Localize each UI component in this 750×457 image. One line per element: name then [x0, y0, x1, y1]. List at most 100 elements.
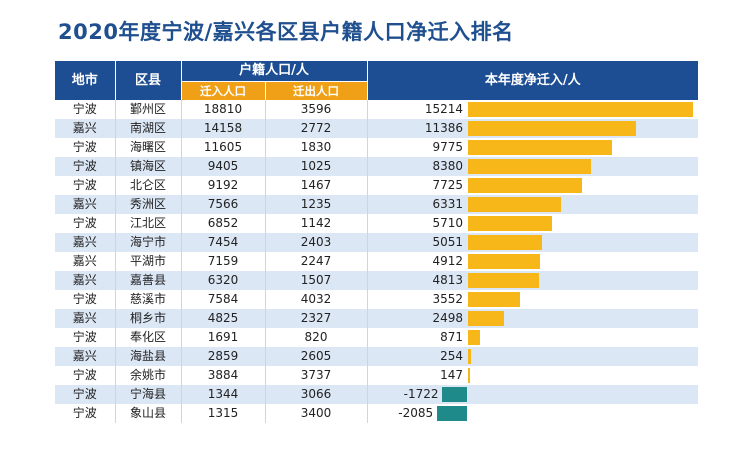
- out-cell: 1507: [265, 271, 368, 290]
- out-cell: 3596: [265, 100, 368, 119]
- net-value-label: 2498: [432, 311, 463, 325]
- district-cell: 宁海县: [115, 385, 182, 404]
- table-row: 嘉兴 嘉善县 6320 1507 4813: [55, 271, 698, 290]
- table-row: 宁波 镇海区 9405 1025 8380: [55, 157, 698, 176]
- out-cell: 1467: [265, 176, 368, 195]
- net-cell: 4813: [367, 271, 698, 290]
- city-cell: 宁波: [55, 385, 116, 404]
- net-bar: [467, 273, 539, 288]
- net-value-label: -1722: [403, 387, 439, 401]
- net-cell: 15214: [367, 100, 698, 119]
- net-bar: [467, 121, 636, 136]
- net-bar: [467, 197, 562, 212]
- city-cell: 嘉兴: [55, 119, 116, 138]
- in-cell: 2859: [181, 347, 266, 366]
- district-cell: 镇海区: [115, 157, 182, 176]
- table-row: 宁波 宁海县 1344 3066 -1722: [55, 385, 698, 404]
- out-cell: 2772: [265, 119, 368, 138]
- district-cell: 奉化区: [115, 328, 182, 347]
- out-cell: 3400: [265, 404, 368, 423]
- net-value-label: 3552: [432, 292, 463, 306]
- city-cell: 宁波: [55, 366, 116, 385]
- table-row: 嘉兴 海宁市 7454 2403 5051: [55, 233, 698, 252]
- net-value-label: 9775: [432, 140, 463, 154]
- table-row: 宁波 北仑区 9192 1467 7725: [55, 176, 698, 195]
- header-in: 迁入人口: [181, 81, 266, 100]
- district-cell: 桐乡市: [115, 309, 182, 328]
- in-cell: 9405: [181, 157, 266, 176]
- net-value-label: 4813: [432, 273, 463, 287]
- in-cell: 6320: [181, 271, 266, 290]
- net-cell: 7725: [367, 176, 698, 195]
- in-cell: 1315: [181, 404, 266, 423]
- district-cell: 海盐县: [115, 347, 182, 366]
- net-cell: 6331: [367, 195, 698, 214]
- net-value-label: 6331: [432, 197, 463, 211]
- net-bar: [467, 311, 505, 326]
- net-bar: [442, 387, 468, 402]
- out-cell: 3737: [265, 366, 368, 385]
- city-cell: 宁波: [55, 214, 116, 233]
- net-bar: [467, 349, 472, 364]
- city-cell: 宁波: [55, 100, 116, 119]
- table-row: 嘉兴 桐乡市 4825 2327 2498: [55, 309, 698, 328]
- net-bar: [467, 368, 470, 383]
- in-cell: 3884: [181, 366, 266, 385]
- header-registered: 户籍人口/人: [181, 61, 368, 82]
- net-value-label: 5051: [432, 235, 463, 249]
- city-cell: 宁波: [55, 290, 116, 309]
- table-row: 宁波 慈溪市 7584 4032 3552: [55, 290, 698, 309]
- in-cell: 6852: [181, 214, 266, 233]
- net-cell: 4912: [367, 252, 698, 271]
- district-cell: 江北区: [115, 214, 182, 233]
- in-cell: 4825: [181, 309, 266, 328]
- net-cell: 11386: [367, 119, 698, 138]
- header-city: 地市: [55, 61, 116, 100]
- city-cell: 宁波: [55, 176, 116, 195]
- net-cell: -1722: [367, 385, 698, 404]
- city-cell: 嘉兴: [55, 195, 116, 214]
- net-bar: [467, 102, 693, 117]
- city-cell: 嘉兴: [55, 233, 116, 252]
- net-cell: 9775: [367, 138, 698, 157]
- in-cell: 7159: [181, 252, 266, 271]
- out-cell: 1142: [265, 214, 368, 233]
- table-row: 宁波 江北区 6852 1142 5710: [55, 214, 698, 233]
- net-bar: [467, 292, 521, 307]
- out-cell: 3066: [265, 385, 368, 404]
- district-cell: 鄞州区: [115, 100, 182, 119]
- out-cell: 2605: [265, 347, 368, 366]
- in-cell: 7584: [181, 290, 266, 309]
- out-cell: 4032: [265, 290, 368, 309]
- net-value-label: 7725: [432, 178, 463, 192]
- net-cell: 254: [367, 347, 698, 366]
- out-cell: 1830: [265, 138, 368, 157]
- city-cell: 嘉兴: [55, 252, 116, 271]
- district-cell: 余姚市: [115, 366, 182, 385]
- in-cell: 7566: [181, 195, 266, 214]
- in-cell: 18810: [181, 100, 266, 119]
- out-cell: 1025: [265, 157, 368, 176]
- city-cell: 嘉兴: [55, 309, 116, 328]
- in-cell: 1344: [181, 385, 266, 404]
- district-cell: 慈溪市: [115, 290, 182, 309]
- city-cell: 嘉兴: [55, 271, 116, 290]
- table-row: 嘉兴 海盐县 2859 2605 254: [55, 347, 698, 366]
- net-bar: [467, 235, 543, 250]
- net-value-label: 15214: [424, 102, 463, 116]
- table-row: 嘉兴 南湖区 14158 2772 11386: [55, 119, 698, 138]
- net-bar: [467, 178, 582, 193]
- net-value-label: 5710: [432, 216, 463, 230]
- city-cell: 宁波: [55, 138, 116, 157]
- net-bar: [467, 330, 481, 345]
- net-bar: [467, 254, 541, 269]
- net-bar: [467, 140, 613, 155]
- city-cell: 宁波: [55, 328, 116, 347]
- city-cell: 宁波: [55, 157, 116, 176]
- out-cell: 2327: [265, 309, 368, 328]
- district-cell: 象山县: [115, 404, 182, 423]
- net-cell: 3552: [367, 290, 698, 309]
- district-cell: 嘉善县: [115, 271, 182, 290]
- district-cell: 秀洲区: [115, 195, 182, 214]
- net-bar: [467, 216, 552, 231]
